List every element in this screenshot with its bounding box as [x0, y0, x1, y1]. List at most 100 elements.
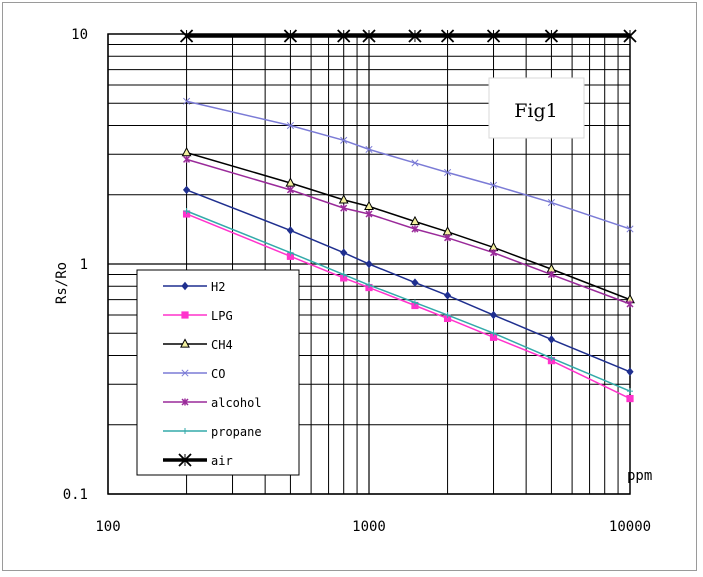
- marker-triangle: [410, 215, 420, 226]
- data-point: [179, 29, 194, 43]
- legend-label: CO: [211, 367, 225, 381]
- marker-triangle: [181, 146, 192, 157]
- data-point: [364, 200, 374, 211]
- series-h2: [182, 185, 634, 376]
- legend-entry: LPG: [163, 309, 233, 323]
- marker-square: [626, 394, 634, 403]
- data-point: [548, 355, 555, 362]
- series-co: [183, 97, 634, 233]
- data-point: [181, 281, 189, 291]
- legend-entry: air: [163, 453, 233, 468]
- marker-diamond: [340, 248, 348, 257]
- data-point: [489, 333, 498, 341]
- marker-square: [340, 274, 348, 282]
- data-point: [443, 291, 452, 300]
- marker-triangle: [180, 338, 190, 348]
- data-point: [365, 145, 373, 153]
- data-point: [340, 204, 348, 212]
- marker-x: [365, 145, 373, 153]
- data-point: [286, 186, 294, 194]
- data-point: [490, 330, 497, 337]
- y-axis-label: Rs/Ro: [54, 262, 70, 304]
- marker-diamond: [411, 278, 419, 287]
- annotation-background: [488, 77, 585, 139]
- data-point: [183, 155, 191, 163]
- data-point: [183, 97, 191, 105]
- x-tick-label: 10000: [609, 519, 651, 535]
- data-point: [340, 271, 347, 278]
- data-point: [338, 194, 349, 204]
- data-point: [626, 225, 634, 233]
- data-point: [626, 394, 634, 403]
- legend: H2 LPG CH4 CO alcohol propane air: [136, 269, 300, 476]
- series-group: [179, 29, 637, 403]
- marker-x: [183, 97, 191, 105]
- data-point: [489, 249, 498, 257]
- marker-diamond: [626, 367, 634, 376]
- data-point: [547, 198, 555, 207]
- data-point: [362, 29, 376, 43]
- legend-label: propane: [211, 425, 262, 439]
- data-point: [340, 136, 348, 144]
- data-point: [365, 259, 373, 269]
- data-point: [626, 300, 634, 308]
- data-point: [183, 207, 190, 214]
- marker-triangle: [285, 177, 296, 187]
- legend-entry: CO: [163, 367, 225, 381]
- x-tick-label: 1000: [352, 519, 386, 535]
- legend-entry: CH4: [163, 338, 233, 352]
- data-point: [411, 299, 418, 306]
- marker-x: [444, 168, 452, 177]
- data-point: [286, 121, 294, 130]
- annotation-box: Fig1: [488, 77, 585, 139]
- tick-labels: 100 1000 10000 0.1 1 10: [63, 27, 651, 535]
- data-point: [181, 146, 192, 157]
- data-point: [489, 310, 498, 320]
- data-point: [283, 29, 298, 43]
- marker-square: [489, 333, 498, 341]
- data-point: [337, 29, 351, 43]
- marker-diamond: [181, 281, 189, 291]
- y-tick-label: 0.1: [63, 487, 88, 503]
- data-point: [623, 29, 637, 43]
- marker-diamond: [547, 335, 556, 344]
- marker-square: [443, 314, 452, 323]
- data-point: [444, 168, 452, 177]
- data-point: [178, 453, 192, 467]
- data-point: [340, 248, 348, 257]
- series-propane: [183, 207, 633, 395]
- data-point: [285, 177, 296, 187]
- legend-label: LPG: [211, 309, 233, 323]
- data-point: [286, 226, 295, 235]
- data-point: [182, 428, 188, 434]
- marker-diamond: [443, 291, 452, 300]
- legend-entry: propane: [163, 425, 262, 439]
- marker-x: [489, 181, 498, 189]
- y-tick-label: 1: [80, 257, 88, 273]
- marker-triangle: [364, 200, 374, 211]
- data-point: [440, 29, 455, 43]
- legend-label: air: [211, 454, 233, 468]
- data-point: [627, 388, 633, 395]
- legend-entry: H2: [163, 280, 225, 294]
- annotation-text: Fig1: [514, 100, 558, 122]
- data-point: [408, 29, 422, 43]
- series-air: [179, 29, 637, 43]
- marker-diamond: [286, 226, 295, 235]
- data-point: [366, 282, 372, 289]
- data-point: [547, 270, 555, 279]
- marker-diamond: [489, 310, 498, 320]
- marker-x: [181, 369, 189, 377]
- data-point: [443, 314, 452, 323]
- marker-square: [181, 311, 189, 319]
- data-point: [181, 311, 189, 319]
- data-point: [489, 181, 498, 189]
- marker-x: [411, 159, 419, 167]
- data-point: [544, 29, 559, 43]
- data-point: [444, 234, 452, 242]
- marker-triangle: [338, 194, 349, 204]
- data-point: [340, 274, 348, 282]
- data-point: [180, 338, 190, 348]
- data-point: [411, 225, 419, 233]
